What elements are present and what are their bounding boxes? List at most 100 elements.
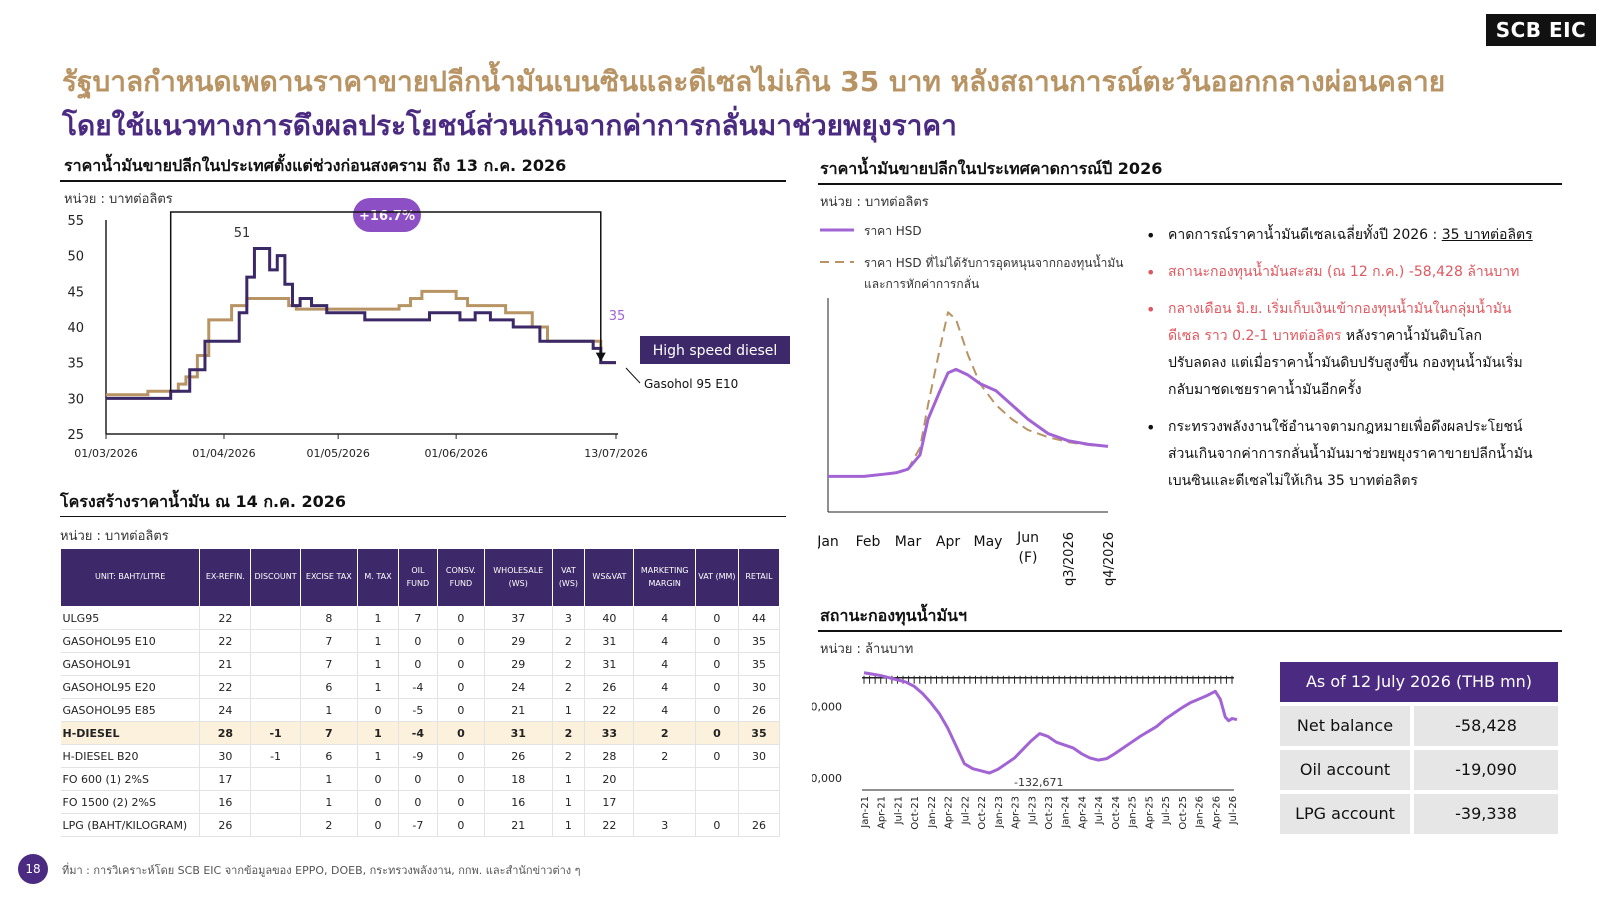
table-cell: 2 (300, 813, 358, 837)
bullet-3-line1: กลางเดือน มิ.ย. เริ่มเก็บเงินเข้ากองทุนน… (1168, 301, 1512, 317)
x-tick-label: Apr-21 (877, 796, 888, 829)
fund-row-value: -39,338 (1414, 794, 1558, 834)
x-tick-label: 01/05/2026 (306, 447, 369, 460)
forecast-chart: ราคา HSD ราคา HSD ที่ไม่ได้รับการอุดหนุน… (818, 224, 1124, 586)
x-tick-label: Jan-26 (1195, 796, 1206, 829)
table-header-cell: WS&VAT (584, 548, 635, 607)
table-row: GASOHOL95 E85 24 1 0 -5 0 21 1 22 4 0 26 (60, 698, 781, 722)
table-cell: 0 (398, 790, 438, 814)
table-cell (250, 629, 301, 653)
table-cell: 4 (633, 652, 696, 676)
hsd-unsubsidised-line (828, 311, 1109, 478)
table-cell: 2 (552, 652, 586, 676)
bullet-1-value: 35 บาทต่อลิตร (1441, 227, 1533, 243)
table-cell: 31 (484, 721, 553, 745)
table-cell: 0 (437, 675, 485, 699)
y-tick-label: -40,000 (812, 700, 842, 713)
x-tick-label: Apr-25 (1144, 796, 1155, 829)
table-cell: 21 (484, 698, 553, 722)
chart1-title: ราคาน้ำมันขายปลีกในประเทศตั้งแต่ช่วงก่อน… (64, 156, 567, 175)
table-cell: 1 (357, 675, 399, 699)
table-cell: 2 (633, 744, 696, 768)
gasohol-line (106, 289, 616, 397)
table-cell: 0 (357, 790, 399, 814)
table-cell (695, 790, 739, 814)
fund-min-label: -132,671 (1014, 776, 1063, 789)
table-cell: 2 (552, 629, 586, 653)
table-header-cell: UNIT: BAHT/LITRE (59, 548, 201, 607)
table-header-cell: VAT (WS) (551, 548, 586, 607)
table-cell: 0 (357, 767, 399, 791)
table-cell: 26 (484, 744, 553, 768)
x-tick-label: 13/07/2026 (584, 447, 647, 460)
table-cell: 35 (738, 652, 781, 676)
table-cell: 17 (199, 767, 252, 791)
x-tick-label: Jul-26 (1228, 796, 1239, 825)
oil-fund-chart: -40,000 -140,000 Jan-21 Apr-21 Jul-21 Oct-21 J… (812, 671, 1239, 830)
table-cell: 1 (552, 698, 586, 722)
table-cell: 22 (199, 675, 252, 699)
table-cell: 0 (695, 606, 739, 630)
table-cell: 0 (398, 629, 438, 653)
table-row: H-DIESEL 28 -1 7 1 -4 0 31 2 33 2 0 35 (60, 721, 781, 745)
gasohol-legend-label: Gasohol 95 E10 (644, 377, 738, 391)
y-tick-label: 35 (67, 357, 84, 372)
x-tick-label: Jan-23 (994, 796, 1005, 829)
table-cell: 37 (484, 606, 553, 630)
legend-dashed-label-2: และการหักค่าการกลั่น (864, 275, 979, 291)
x-tick-label: Oct-23 (1044, 796, 1055, 830)
table-cell: 0 (437, 813, 485, 837)
table-cell: 0 (357, 813, 399, 837)
table-header-cell: EXCISE TAX (299, 548, 358, 607)
table-cell: 1 (357, 744, 399, 768)
table-cell: 30 (199, 744, 252, 768)
page-title-line1: รัฐบาลกำหนดเพดานราคาขายปลีกน้ำมันเบนซินแ… (62, 65, 1446, 98)
table-cell: 31 (584, 652, 635, 676)
table-cell: 0 (398, 767, 438, 791)
table-cell: 3 (552, 606, 586, 630)
table-cell: 17 (584, 790, 635, 814)
bullet-3-line4: กลับมาชดเชยราคาน้ำมันอีกครั้ง (1168, 382, 1362, 398)
fund-row-value: -19,090 (1414, 750, 1558, 790)
x-tick-label: q4/2026 (1102, 532, 1117, 586)
x-tick-label: Jul-22 (960, 796, 971, 825)
table-cell: 22 (584, 813, 635, 837)
bullet-3: • กลางเดือน มิ.ย. เริ่มเก็บเงินเข้ากองทุ… (1146, 296, 1588, 404)
table-cell: 0 (695, 652, 739, 676)
table-cell: 1 (552, 767, 586, 791)
table-cell (250, 790, 301, 814)
source-note: ที่มา : การวิเคราะห์โดย SCB EIC จากข้อมู… (62, 864, 581, 877)
table-cell: 3 (633, 813, 696, 837)
table-cell: -7 (398, 813, 438, 837)
table-cell: 26 (738, 813, 781, 837)
x-tick-label: q3/2026 (1062, 532, 1077, 586)
bullet-4-line2: ส่วนเกินจากค่าการกลั่นน้ำมันมาช่วยพยุงรา… (1168, 446, 1533, 462)
table-cell: -1 (250, 721, 301, 745)
hsd-legend-label: High speed diesel (653, 343, 778, 359)
table-cell: -5 (398, 698, 438, 722)
table-cell: 4 (633, 606, 696, 630)
table-cell: -4 (398, 721, 438, 745)
table-header-cell: MARKETING MARGIN (633, 548, 696, 607)
increase-badge-bg (353, 198, 421, 232)
y-tick-label: 30 (67, 392, 84, 407)
table-cell: 0 (695, 675, 739, 699)
table-cell: 0 (437, 698, 485, 722)
x-tick-label: Feb (856, 534, 881, 550)
table-cell: 21 (484, 813, 553, 837)
fund-row-label: Net balance (1280, 706, 1410, 746)
table-row-label: GASOHOL95 E10 (60, 629, 201, 653)
x-tick-label: Oct-24 (1111, 796, 1122, 830)
table-cell: 8 (300, 606, 358, 630)
table-cell: 2 (633, 721, 696, 745)
table-header-cell: OIL FUND (397, 548, 438, 607)
table-cell: 26 (584, 675, 635, 699)
scb-eic-logo: SCB EIC (1486, 14, 1596, 46)
bullet-1-text: คาดการณ์ราคาน้ำมันดีเซลเฉลี่ยทั้งปี 2026… (1168, 227, 1442, 243)
table-cell: 0 (437, 629, 485, 653)
table-header-cell: CONSV. FUND (436, 548, 485, 607)
table-cell (695, 767, 739, 791)
retail-price-chart: 25 30 35 40 45 50 55 01/03/2026 01/04/2026 01/05/… (67, 198, 790, 460)
table-row-label: GASOHOL95 E85 (60, 698, 201, 722)
table-cell: 18 (484, 767, 553, 791)
